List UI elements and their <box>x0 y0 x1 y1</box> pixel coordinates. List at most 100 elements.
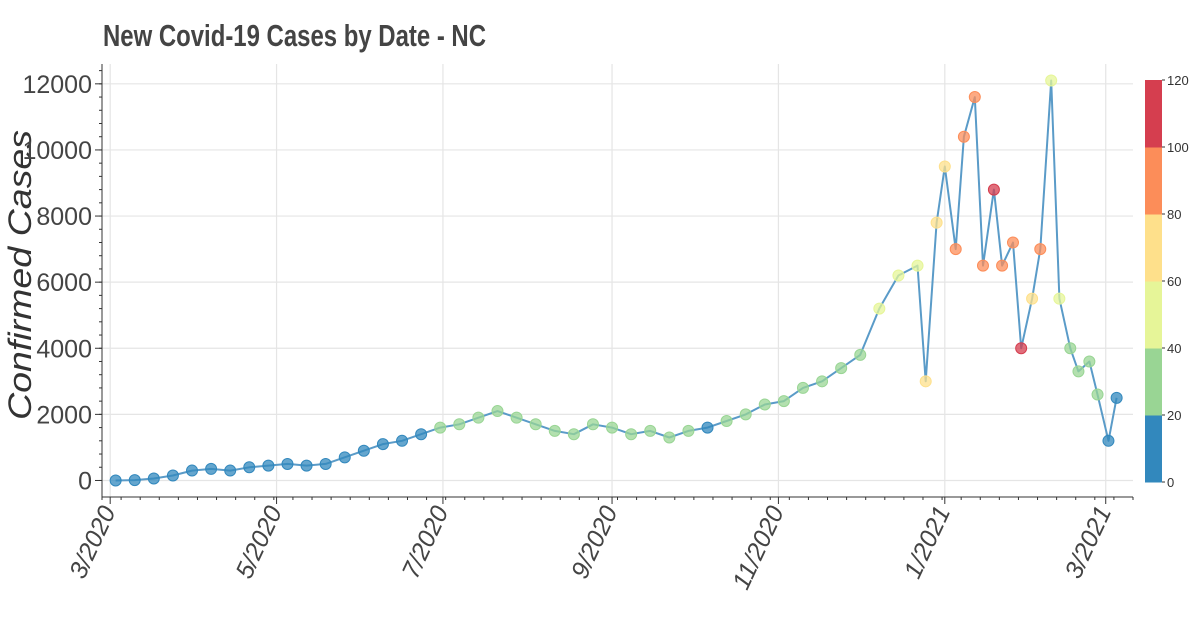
data-point <box>567 428 580 441</box>
data-point <box>892 269 905 282</box>
data-point <box>1026 292 1039 305</box>
data-point <box>835 362 848 375</box>
data-point <box>434 421 447 434</box>
colorbar-tick-label: 100 <box>1167 140 1189 155</box>
data-point <box>262 459 275 472</box>
data-point <box>147 472 160 485</box>
data-point <box>491 405 504 418</box>
y-tick-label: 12000 <box>22 71 92 99</box>
data-point <box>606 421 619 434</box>
data-point <box>930 216 943 229</box>
x-tick-label: 11/2020 <box>727 502 790 594</box>
colorbar-tick-label: 0 <box>1167 475 1174 490</box>
series-line <box>115 79 1118 482</box>
data-point <box>376 438 389 451</box>
data-point <box>300 459 313 472</box>
data-point <box>976 259 989 272</box>
data-point <box>625 428 638 441</box>
plot-background <box>102 64 1133 497</box>
data-point <box>949 243 962 256</box>
data-point <box>816 375 829 388</box>
data-point <box>644 424 657 437</box>
x-axis: 3/2020 5/2020 7/2020 9/2020 11/2020 1/2021 3/2… <box>64 496 1134 594</box>
data-point <box>938 160 951 173</box>
data-point <box>166 469 179 482</box>
data-point <box>796 381 809 394</box>
data-point <box>472 411 485 424</box>
data-point <box>396 434 409 447</box>
y-tick-label: 8000 <box>36 203 92 231</box>
colorbar-tick-label: 20 <box>1167 408 1181 423</box>
data-point <box>968 91 981 104</box>
y-tick-label: 10000 <box>22 137 92 165</box>
y-tick-label: 2000 <box>36 401 92 429</box>
colorbar-segment <box>1145 348 1162 416</box>
colorbar: 0 20 40 60 80 100 120 <box>1145 73 1189 490</box>
data-point <box>1045 74 1058 87</box>
data-point <box>1006 236 1019 249</box>
data-point <box>224 464 237 477</box>
colorbar-segment <box>1145 214 1162 282</box>
data-point <box>919 375 932 388</box>
data-point <box>996 259 1009 272</box>
data-point <box>987 183 1000 196</box>
colorbar-tick-label: 80 <box>1167 207 1181 222</box>
series-cases <box>109 74 1123 487</box>
data-point <box>701 421 714 434</box>
data-point <box>357 444 370 457</box>
data-point <box>205 462 218 475</box>
data-point <box>510 411 523 424</box>
y-axis: 0 2000 4000 6000 8000 10000 12000 <box>22 64 103 497</box>
colorbar-segment <box>1145 80 1162 148</box>
data-point <box>1053 292 1066 305</box>
data-point <box>243 461 256 474</box>
data-point <box>415 428 428 441</box>
data-point <box>186 464 199 477</box>
y-axis-label: Confirmed Cases <box>2 130 38 420</box>
data-point <box>1091 388 1104 401</box>
colorbar-segment <box>1145 415 1162 483</box>
colorbar-segment <box>1145 147 1162 215</box>
data-point <box>586 418 599 431</box>
data-point <box>453 418 466 431</box>
data-point <box>1102 434 1115 447</box>
data-point <box>854 348 867 361</box>
data-point <box>548 424 561 437</box>
data-point <box>739 408 752 421</box>
x-tick-label: 9/2020 <box>566 502 624 583</box>
data-point <box>758 398 771 411</box>
x-tick-label: 3/2020 <box>64 502 122 583</box>
data-point <box>1072 365 1085 378</box>
data-point <box>1034 243 1047 256</box>
data-point <box>529 418 542 431</box>
data-point <box>911 259 924 272</box>
y-tick-label: 0 <box>78 467 92 495</box>
colorbar-segment <box>1145 281 1162 349</box>
data-point <box>873 302 886 315</box>
data-point <box>663 431 676 444</box>
data-point <box>338 451 351 464</box>
y-tick-label: 6000 <box>36 269 92 297</box>
x-tick-label: 5/2020 <box>230 502 288 583</box>
data-point <box>128 474 141 487</box>
data-point <box>1064 342 1077 355</box>
data-point <box>777 395 790 408</box>
data-point <box>281 457 294 470</box>
data-point <box>682 424 695 437</box>
data-point <box>1083 355 1096 368</box>
x-tick-label: 7/2020 <box>397 502 455 583</box>
data-point <box>957 130 970 143</box>
chart-title: New Covid-19 Cases by Date - NC <box>103 18 486 53</box>
plot-area <box>102 64 1133 497</box>
data-point <box>1110 391 1123 404</box>
y-tick-label: 4000 <box>36 335 92 363</box>
colorbar-tick-label: 40 <box>1167 341 1181 356</box>
data-point <box>720 414 733 427</box>
colorbar-tick-label: 120 <box>1167 73 1189 88</box>
data-point <box>319 457 332 470</box>
x-tick-label: 3/2021 <box>1059 502 1117 583</box>
data-point <box>109 474 122 487</box>
data-point <box>1015 342 1028 355</box>
x-tick-label: 1/2021 <box>899 502 957 583</box>
